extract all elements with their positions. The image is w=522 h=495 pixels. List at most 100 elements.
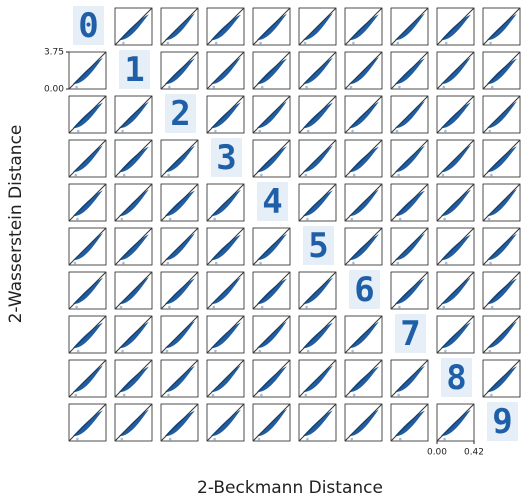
identity-line <box>391 228 428 265</box>
scatter-outlier <box>307 130 310 133</box>
scatter-outlier <box>352 42 355 45</box>
identity-line <box>391 184 428 221</box>
scatter-outlier <box>397 394 400 397</box>
identity-line <box>437 316 474 353</box>
identity-line <box>391 360 428 397</box>
identity-line <box>207 184 244 221</box>
identity-line <box>345 96 382 133</box>
scatter-outlier <box>168 306 171 309</box>
scatter-outlier <box>444 130 447 133</box>
scatter-outlier <box>261 306 264 309</box>
identity-line <box>483 360 520 397</box>
scatter-outlier <box>76 218 79 221</box>
identity-line <box>345 316 382 353</box>
identity-line <box>483 8 520 45</box>
identity-line <box>437 272 474 309</box>
scatter-outlier <box>168 86 171 89</box>
scatter-outlier <box>167 42 170 45</box>
scatter-outlier <box>75 86 78 89</box>
identity-line <box>299 316 336 353</box>
scatter-outlier <box>258 438 261 441</box>
identity-line <box>483 52 520 89</box>
identity-line <box>161 228 198 265</box>
scatter-outlier <box>307 350 310 353</box>
scatter-outlier <box>445 42 448 45</box>
scatter-outlier <box>121 130 124 133</box>
identity-line <box>483 316 520 353</box>
scatter-outlier <box>169 218 172 221</box>
scatter-outlier <box>213 438 216 441</box>
identity-line <box>161 404 198 441</box>
identity-line <box>161 360 198 397</box>
identity-line <box>437 228 474 265</box>
scatter-outlier <box>212 394 215 397</box>
identity-line <box>299 8 336 45</box>
scatter-outlier <box>306 438 309 441</box>
identity-line <box>69 184 106 221</box>
scatter-outlier <box>214 130 217 133</box>
identity-line <box>299 360 336 397</box>
identity-line <box>483 184 520 221</box>
identity-line <box>253 96 290 133</box>
identity-line <box>299 140 336 177</box>
identity-line <box>253 272 290 309</box>
identity-line <box>345 184 382 221</box>
scatter-outlier <box>442 174 445 177</box>
identity-line <box>69 404 106 441</box>
scatter-outlier <box>260 174 263 177</box>
identity-line <box>69 96 106 133</box>
scatter-outlier <box>213 218 216 221</box>
identity-line <box>253 140 290 177</box>
identity-line <box>207 52 244 89</box>
digit-image: 9 <box>492 402 512 442</box>
scatter-outlier <box>490 174 493 177</box>
identity-line <box>115 96 152 133</box>
identity-line <box>69 52 106 89</box>
x-tick-label: 0.42 <box>464 448 484 458</box>
scatter-outlier <box>399 438 402 441</box>
scatter-outlier <box>213 86 216 89</box>
scatter-outlier <box>77 350 80 353</box>
identity-line <box>161 272 198 309</box>
scatter-outlier <box>445 262 448 265</box>
scatter-outlier <box>76 438 79 441</box>
scatter-outlier <box>396 130 399 133</box>
scatter-outlier <box>397 42 400 45</box>
scatter-outlier <box>443 218 446 221</box>
identity-line <box>483 140 520 177</box>
identity-line <box>299 184 336 221</box>
digit-image: 0 <box>78 6 98 46</box>
scatter-outlier <box>167 394 170 397</box>
scatter-outlier <box>351 438 354 441</box>
scatter-outlier <box>260 394 263 397</box>
identity-line <box>69 316 106 353</box>
scatter-outlier <box>491 306 494 309</box>
identity-line <box>483 228 520 265</box>
scatter-outlier <box>488 218 491 221</box>
scatter-outlier <box>351 350 354 353</box>
scatter-outlier <box>123 394 126 397</box>
identity-line <box>115 272 152 309</box>
scatter-outlier <box>353 174 356 177</box>
scatter-outlier <box>259 42 262 45</box>
digit-image: 8 <box>446 358 466 398</box>
identity-line <box>345 228 382 265</box>
identity-line <box>253 8 290 45</box>
identity-line <box>391 404 428 441</box>
scatter-outlier <box>352 262 355 265</box>
identity-line <box>345 360 382 397</box>
identity-line <box>345 8 382 45</box>
identity-line <box>345 140 382 177</box>
y-axis-label: 2-Wasserstein Distance <box>6 125 26 324</box>
scatter-outlier <box>489 130 492 133</box>
scatter-outlier <box>166 350 169 353</box>
identity-line <box>437 96 474 133</box>
y-tick-label: 0.00 <box>44 85 64 95</box>
identity-line <box>391 52 428 89</box>
scatter-outlier <box>261 86 264 89</box>
scatter-outlier <box>75 306 78 309</box>
identity-line <box>253 316 290 353</box>
identity-line <box>161 52 198 89</box>
digit-image: 2 <box>170 94 190 134</box>
identity-line <box>207 360 244 397</box>
